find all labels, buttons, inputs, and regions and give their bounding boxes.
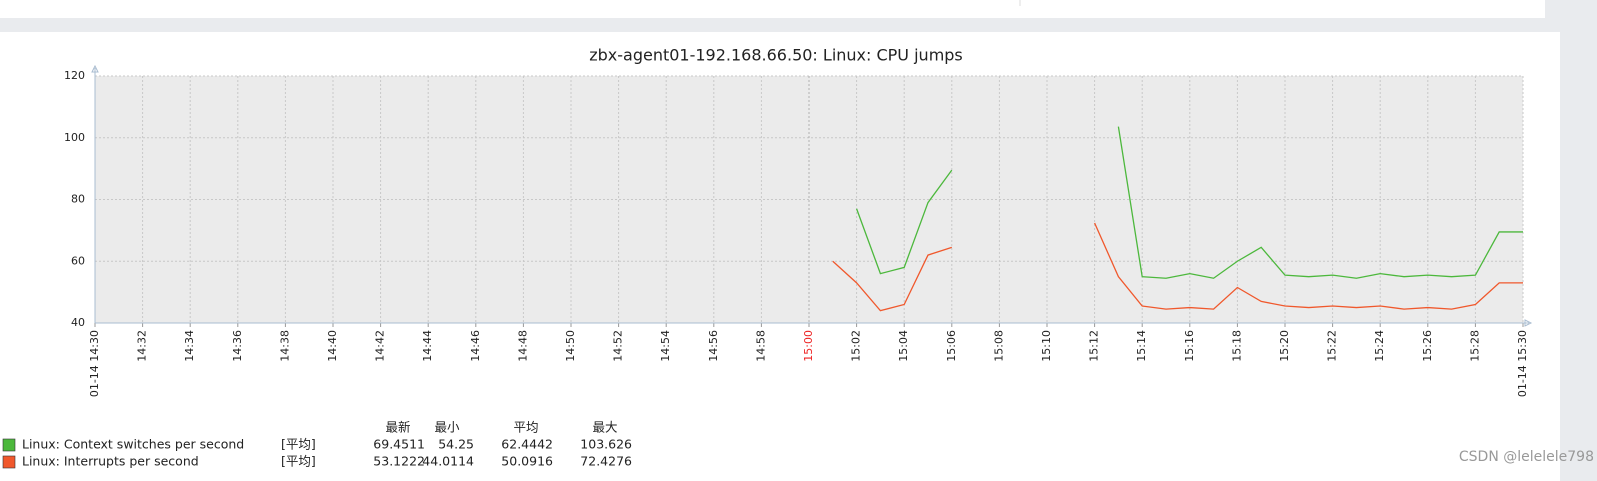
x-tick-label: 15:28 (1468, 330, 1481, 362)
y-tick-label: 60 (71, 254, 85, 267)
legend-stat: 103.626 (580, 437, 632, 452)
x-tick-label: 15:20 (1278, 330, 1291, 362)
x-tick-label: 14:54 (659, 330, 672, 362)
x-tick-label: 15:14 (1135, 330, 1148, 362)
legend-stat: 53.1222 (373, 454, 425, 469)
legend-label: Linux: Context switches per second (22, 437, 244, 452)
x-tick-label: 14:50 (564, 330, 577, 362)
x-tick-label: 15:08 (992, 330, 1005, 362)
x-tick-label: 14:36 (231, 330, 244, 362)
x-tick-label: 14:40 (326, 330, 339, 362)
x-tick-label: 15:26 (1421, 330, 1434, 362)
x-tick-label: 14:44 (421, 330, 434, 362)
x-tick-label: 15:06 (945, 330, 958, 362)
x-tick-label: 14:52 (612, 330, 625, 362)
watermark: CSDN @lelelele798 (1459, 449, 1594, 465)
x-tick-label: 15:10 (1040, 330, 1053, 362)
legend-label: Linux: Interrupts per second (22, 454, 199, 469)
legend-stat: 54.25 (438, 437, 474, 452)
x-tick-label: 15:00 (802, 330, 815, 362)
legend-header: 最大 (592, 420, 617, 435)
x-tick-label: 15:04 (897, 330, 910, 362)
axis-arrow (91, 64, 99, 73)
x-tick-label: 01-14 14:30 (88, 330, 101, 397)
x-tick-label: 14:58 (754, 330, 767, 362)
x-tick-label: 15:18 (1230, 330, 1243, 362)
x-tick-label: 15:12 (1088, 330, 1101, 362)
chart-title: zbx-agent01-192.168.66.50: Linux: CPU ju… (589, 46, 963, 65)
x-tick-label: 14:48 (516, 330, 529, 362)
legend-swatch (2, 455, 16, 469)
series-line (832, 222, 1523, 312)
legend-stat: 62.4442 (501, 437, 553, 452)
legend-stat-type: [平均] (281, 437, 316, 452)
x-tick-label: 15:16 (1183, 330, 1196, 362)
axis-arrow (1524, 319, 1533, 327)
x-tick-label: 14:42 (374, 330, 387, 362)
x-tick-label: 14:56 (707, 330, 720, 362)
x-tick-label: 14:34 (183, 330, 196, 362)
legend-stat: 72.4276 (580, 454, 632, 469)
legend-header: 平均 (513, 420, 538, 435)
top-panel (0, 0, 1545, 18)
legend-header: 最新 (385, 420, 410, 435)
x-tick-label: 15:22 (1326, 330, 1339, 362)
y-tick-label: 100 (64, 131, 85, 144)
series-line (855, 126, 1523, 279)
legend-stat: 50.0916 (501, 454, 553, 469)
x-tick-label: 14:46 (469, 330, 482, 362)
legend-stat-type: [平均] (281, 454, 316, 469)
legend-header: 最小 (434, 420, 460, 435)
legend-stat: 44.0114 (422, 454, 474, 469)
legend-stat: 69.4511 (373, 437, 425, 452)
y-tick-label: 80 (71, 193, 85, 206)
x-tick-label: 14:32 (136, 330, 149, 362)
x-tick-label: 01-14 15:30 (1516, 330, 1529, 397)
legend-swatch (2, 438, 16, 452)
y-tick-label: 40 (71, 316, 85, 329)
x-tick-label: 15:02 (850, 330, 863, 362)
y-tick-label: 120 (64, 69, 85, 82)
x-tick-label: 15:24 (1373, 330, 1386, 362)
x-tick-label: 14:38 (278, 330, 291, 362)
